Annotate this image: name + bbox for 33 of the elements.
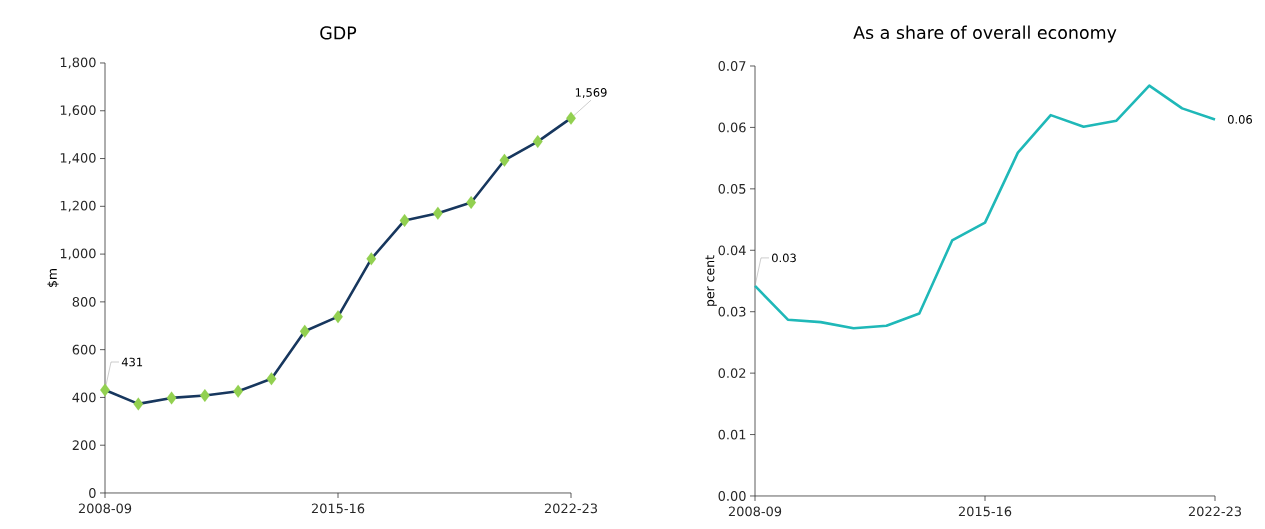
y-axis-title: per cent <box>705 255 717 306</box>
data-label: 0.06 <box>1227 115 1252 124</box>
y-tick-label: 400 <box>72 392 96 403</box>
y-tick-label: 0.04 <box>718 245 746 256</box>
y-tick-label: 0.06 <box>718 122 746 133</box>
data-label: 1,569 <box>575 88 607 98</box>
x-tick-label: 2022-23 <box>1188 506 1242 517</box>
y-tick-label: 1,000 <box>60 248 96 260</box>
chart-title: GDP <box>320 26 357 40</box>
y-tick-label: 800 <box>72 296 96 307</box>
x-tick-label: 2015-16 <box>311 503 365 514</box>
y-tick-label: 200 <box>72 440 96 451</box>
y-tick-label: 0.03 <box>718 306 746 317</box>
data-label: 431 <box>121 357 143 367</box>
y-tick-label: 0.05 <box>718 183 746 194</box>
x-tick-label: 2008-09 <box>728 506 782 517</box>
y-tick-label: 1,400 <box>60 152 96 165</box>
x-tick-label: 2022-23 <box>544 503 598 514</box>
y-tick-label: 1,600 <box>60 105 96 117</box>
data-label: 0.03 <box>772 253 796 263</box>
y-tick-label: 0.07 <box>718 61 746 71</box>
x-tick-label: 2015-16 <box>958 506 1012 517</box>
y-tick-label: 0.01 <box>718 429 746 440</box>
x-tick-label: 2008-09 <box>78 503 132 514</box>
y-tick-label: 0.02 <box>718 368 746 379</box>
y-tick-label: 0.00 <box>718 491 746 501</box>
chart-title: As a share of overall economy <box>853 25 1117 43</box>
y-tick-label: 1,800 <box>60 57 96 69</box>
y-tick-label: 1,200 <box>60 200 96 212</box>
y-tick-label: 600 <box>72 344 96 355</box>
y-tick-label: 0 <box>89 488 96 498</box>
line-series <box>753 84 1217 330</box>
y-axis-title: $m <box>47 269 59 287</box>
